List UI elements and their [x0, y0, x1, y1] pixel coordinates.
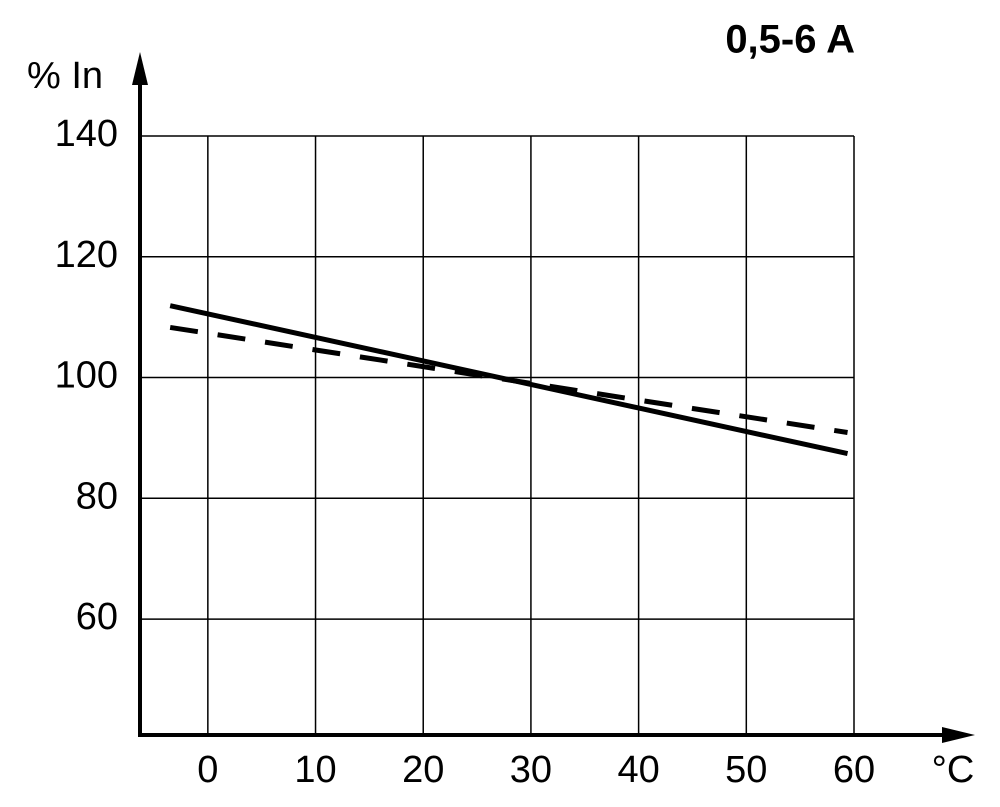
y-tick-label: 60 [76, 596, 118, 638]
data-line [169, 324, 848, 435]
x-tick-label: 20 [402, 749, 444, 791]
x-axis-arrow [942, 727, 975, 743]
y-tick-label: 100 [55, 355, 118, 397]
x-tick-label: 30 [510, 749, 552, 791]
y-axis-label: % In [27, 55, 103, 97]
y-tick-label: 120 [55, 234, 118, 276]
x-tick-label: 60 [833, 749, 875, 791]
x-tick-label: 10 [294, 749, 336, 791]
chart-title: 0,5-6 A [725, 18, 855, 62]
y-tick-label: 80 [76, 475, 118, 517]
x-tick-label: 0 [197, 749, 218, 791]
x-axis-label: °C [932, 749, 975, 791]
x-tick-label: 40 [617, 749, 659, 791]
y-tick-label: 140 [55, 113, 118, 155]
y-axis-arrow [132, 52, 148, 85]
x-tick-label: 50 [725, 749, 767, 791]
